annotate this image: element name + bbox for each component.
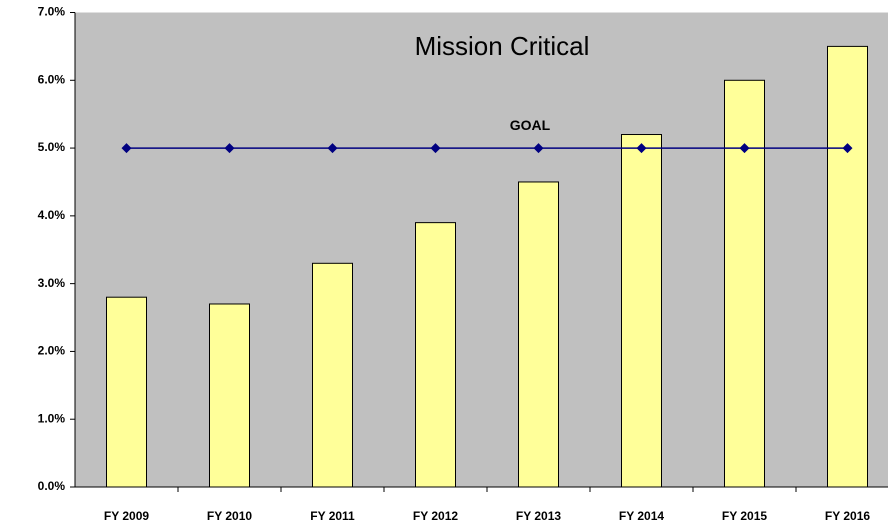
x-tick-label: FY 2009 <box>104 509 149 523</box>
bar <box>518 181 559 488</box>
chart-title: Mission Critical <box>415 31 590 61</box>
bar <box>209 303 250 488</box>
bar <box>415 222 456 488</box>
x-tick-label: FY 2012 <box>413 509 458 523</box>
y-tick-label: 7.0% <box>38 5 66 19</box>
goal-label: GOAL <box>510 117 551 133</box>
x-tick-label: FY 2013 <box>516 509 561 523</box>
x-tick-label: FY 2010 <box>207 509 252 523</box>
bar <box>724 79 765 488</box>
x-tick-label: FY 2011 <box>310 509 355 523</box>
goal-marker <box>636 143 647 154</box>
x-tick-label: FY 2015 <box>722 509 767 523</box>
goal-marker <box>121 143 132 154</box>
bar <box>827 45 868 488</box>
y-tick-label: 0.0% <box>38 479 66 493</box>
goal-marker <box>533 143 544 154</box>
goal-marker <box>739 143 750 154</box>
goal-marker <box>842 143 853 154</box>
goal-marker <box>430 143 441 154</box>
y-tick-label: 6.0% <box>38 72 66 86</box>
x-tick-label: FY 2014 <box>619 509 664 523</box>
goal-marker <box>224 143 235 154</box>
goal-marker <box>327 143 338 154</box>
y-tick-label: 1.0% <box>38 411 66 425</box>
y-tick-label: 5.0% <box>38 140 66 154</box>
y-tick-label: 4.0% <box>38 208 66 222</box>
plot-area <box>75 12 888 487</box>
y-tick-label: 2.0% <box>38 344 66 358</box>
bar <box>312 262 353 488</box>
bar <box>621 134 662 488</box>
x-tick-label: FY 2016 <box>825 509 870 523</box>
y-tick-label: 3.0% <box>38 276 66 290</box>
bar <box>106 296 147 488</box>
